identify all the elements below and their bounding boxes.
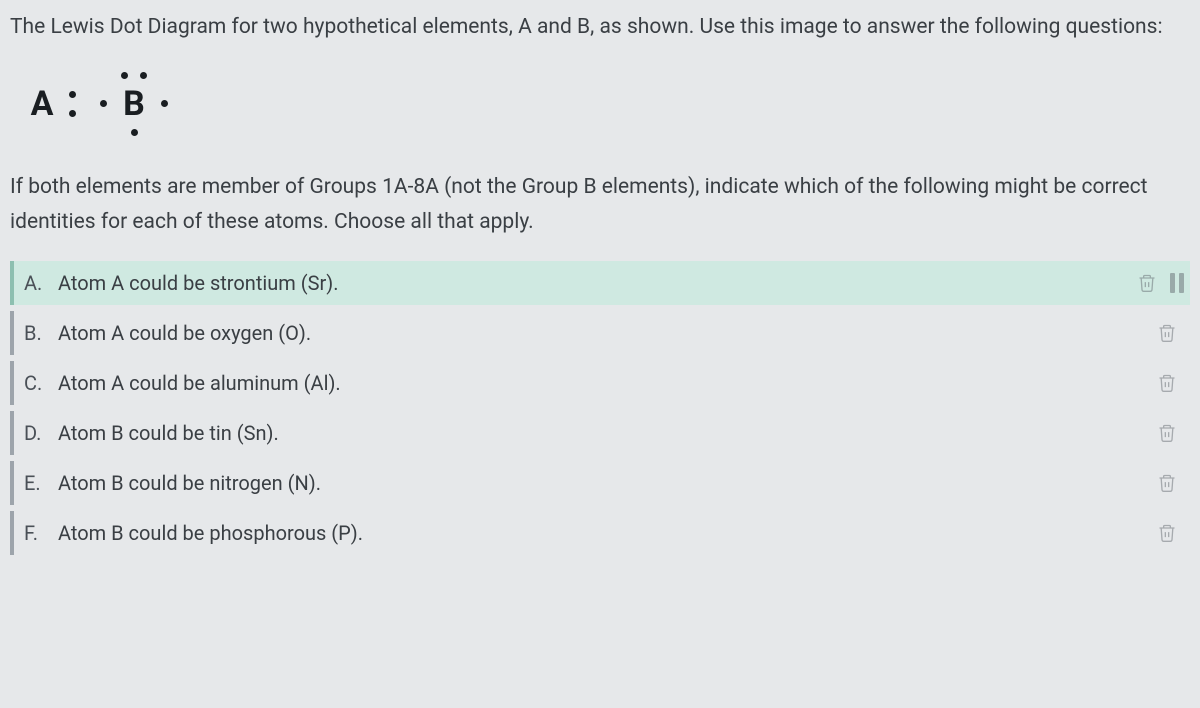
answer-letter: D.	[24, 421, 46, 445]
atom-b-dot-4	[161, 100, 168, 107]
answer-letter: B.	[24, 321, 46, 345]
atom-a-dot-2	[69, 110, 76, 117]
atom-a-dot-1	[69, 91, 76, 98]
atom-a: A	[12, 74, 72, 134]
atom-b-dot-2	[140, 72, 147, 79]
trash-icon[interactable]	[1156, 322, 1178, 344]
answer-letter: C.	[24, 371, 46, 395]
question-intro-text: The Lewis Dot Diagram for two hypothetic…	[10, 10, 1190, 46]
answer-option-f[interactable]: F. Atom B could be phosphorous (P).	[10, 511, 1190, 555]
answer-option-d[interactable]: D. Atom B could be tin (Sn).	[10, 411, 1190, 455]
atom-b-dot-3	[100, 100, 107, 107]
answer-text: Atom A could be strontium (Sr).	[58, 271, 1136, 295]
trash-icon[interactable]	[1156, 372, 1178, 394]
answer-letter: F.	[24, 521, 46, 545]
answer-option-a[interactable]: A. Atom A could be strontium (Sr).	[10, 261, 1190, 305]
atom-b-dot-1	[121, 72, 128, 79]
atom-b-dot-5	[131, 129, 138, 136]
answer-option-c[interactable]: C. Atom A could be aluminum (Al).	[10, 361, 1190, 405]
pause-icon[interactable]	[1170, 273, 1184, 293]
lewis-dot-diagram: A B	[10, 74, 1190, 134]
answer-option-e[interactable]: E. Atom B could be nitrogen (N).	[10, 461, 1190, 505]
answer-letter: E.	[24, 471, 46, 495]
answer-text: Atom A could be oxygen (O).	[58, 321, 1156, 345]
answer-text: Atom B could be nitrogen (N).	[58, 471, 1156, 495]
trash-icon[interactable]	[1156, 422, 1178, 444]
answer-options-list: A. Atom A could be strontium (Sr). B. Atom …	[10, 261, 1190, 555]
atom-a-symbol: A	[31, 84, 54, 124]
answer-text: Atom B could be tin (Sn).	[58, 421, 1156, 445]
trash-icon[interactable]	[1156, 472, 1178, 494]
trash-icon[interactable]	[1136, 272, 1158, 294]
answer-option-b[interactable]: B. Atom A could be oxygen (O).	[10, 311, 1190, 355]
lewis-atoms-container: A B	[12, 74, 1190, 134]
answer-text: Atom B could be phosphorous (P).	[58, 521, 1156, 545]
trash-icon[interactable]	[1156, 522, 1178, 544]
answer-letter: A.	[24, 271, 46, 295]
answer-text: Atom A could be aluminum (Al).	[58, 371, 1156, 395]
atom-b-symbol: B	[123, 84, 145, 124]
question-body-text: If both elements are member of Groups 1A…	[10, 170, 1190, 241]
atom-b: B	[104, 74, 164, 134]
